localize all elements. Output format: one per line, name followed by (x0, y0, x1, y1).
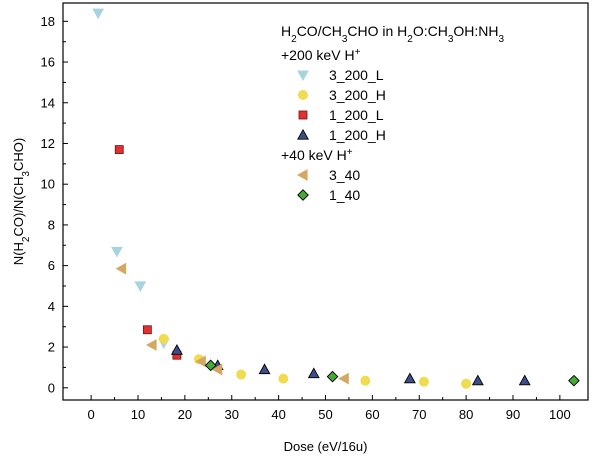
x-axis-label: Dose (eV/16u) (284, 439, 368, 454)
legend-marker-3_200_L (297, 70, 309, 82)
legend: H2CO/CH3CHO in H2O:CH3OH:NH3 +200 keV H+ 3… (281, 23, 505, 203)
y-axis-ticks: 0 2 4 6 8 10 12 14 16 18 (41, 14, 68, 395)
x-tick-label: 10 (131, 407, 145, 422)
x-tick-label: 40 (271, 407, 285, 422)
y-tick-label: 16 (41, 55, 55, 70)
data-point-1_200_H (307, 367, 320, 379)
x-tick-label: 30 (225, 407, 239, 422)
legend-marker-3_200_H (297, 90, 308, 101)
legend-entry-label: 3_200_L (329, 67, 384, 83)
legend-marker-1_40 (297, 189, 309, 201)
x-tick-label: 80 (459, 407, 473, 422)
legend-entry-label: 3_40 (329, 167, 360, 183)
y-axis-label: N(H2CO)/N(CH3CHO) (11, 138, 32, 265)
y-tick-label: 0 (48, 380, 55, 395)
y-tick-label: 6 (48, 258, 55, 273)
data-point-3_200_H (461, 378, 472, 389)
data-point-1_200_H (170, 343, 183, 355)
data-point-3_200_H (158, 333, 169, 344)
data-points (92, 8, 580, 389)
legend-entry-label: 1_200_L (329, 107, 384, 123)
data-point-3_40 (211, 363, 223, 376)
x-tick-label: 0 (88, 407, 95, 422)
data-point-1_200_H (403, 372, 416, 384)
legend-entry-label: 3_200_H (329, 87, 386, 103)
data-point-3_200_L (111, 246, 123, 258)
data-point-3_200_H (360, 375, 371, 386)
legend-marker-3_40 (296, 169, 308, 181)
data-point-3_40 (195, 355, 206, 368)
x-tick-label: 50 (318, 407, 332, 422)
x-tick-label: 20 (178, 407, 192, 422)
data-point-1_40 (204, 359, 217, 372)
data-point-3_40 (115, 262, 127, 275)
legend-group-label: +40 keV H+ (281, 147, 353, 164)
y-tick-label: 18 (41, 14, 55, 29)
data-point-1_200_H (518, 374, 531, 386)
data-point-1_200_H (258, 363, 271, 375)
y-tick-label: 8 (48, 217, 55, 232)
legend-group-label: +200 keV H+ (281, 47, 361, 64)
x-tick-label: 60 (365, 407, 379, 422)
data-point-1_200_H (471, 374, 484, 386)
y-tick-label: 2 (48, 340, 55, 355)
y-tick-label: 12 (41, 136, 55, 151)
data-point-3_200_H (418, 376, 429, 387)
data-point-3_200_L (134, 281, 147, 293)
legend-marker-1_200_L (298, 110, 308, 120)
y-tick-label: 14 (41, 95, 55, 110)
data-point-3_200_H (236, 369, 247, 380)
data-point-3_200_H (278, 373, 289, 384)
data-point-1_200_L (142, 325, 152, 335)
legend-entry-label: 1_40 (329, 187, 360, 203)
data-point-3_200_L (92, 8, 105, 20)
x-tick-label: 70 (412, 407, 426, 422)
data-point-1_40 (568, 374, 580, 387)
legend-entry-label: 1_200_H (329, 127, 386, 143)
x-tick-label: 90 (506, 407, 520, 422)
y-tick-label: 10 (41, 177, 55, 192)
y-tick-label: 4 (48, 299, 55, 314)
data-point-3_40 (338, 372, 349, 385)
x-tick-label: 100 (549, 407, 571, 422)
x-axis-ticks: 0 10 20 30 40 50 60 70 80 90 100 (88, 395, 571, 422)
legend-title: H2CO/CH3CHO in H2O:CH3OH:NH3 (281, 23, 505, 45)
legend-marker-1_200_H (297, 128, 309, 140)
data-point-1_200_L (114, 145, 124, 154)
data-point-3_40 (146, 339, 157, 351)
data-point-1_40 (326, 370, 339, 383)
